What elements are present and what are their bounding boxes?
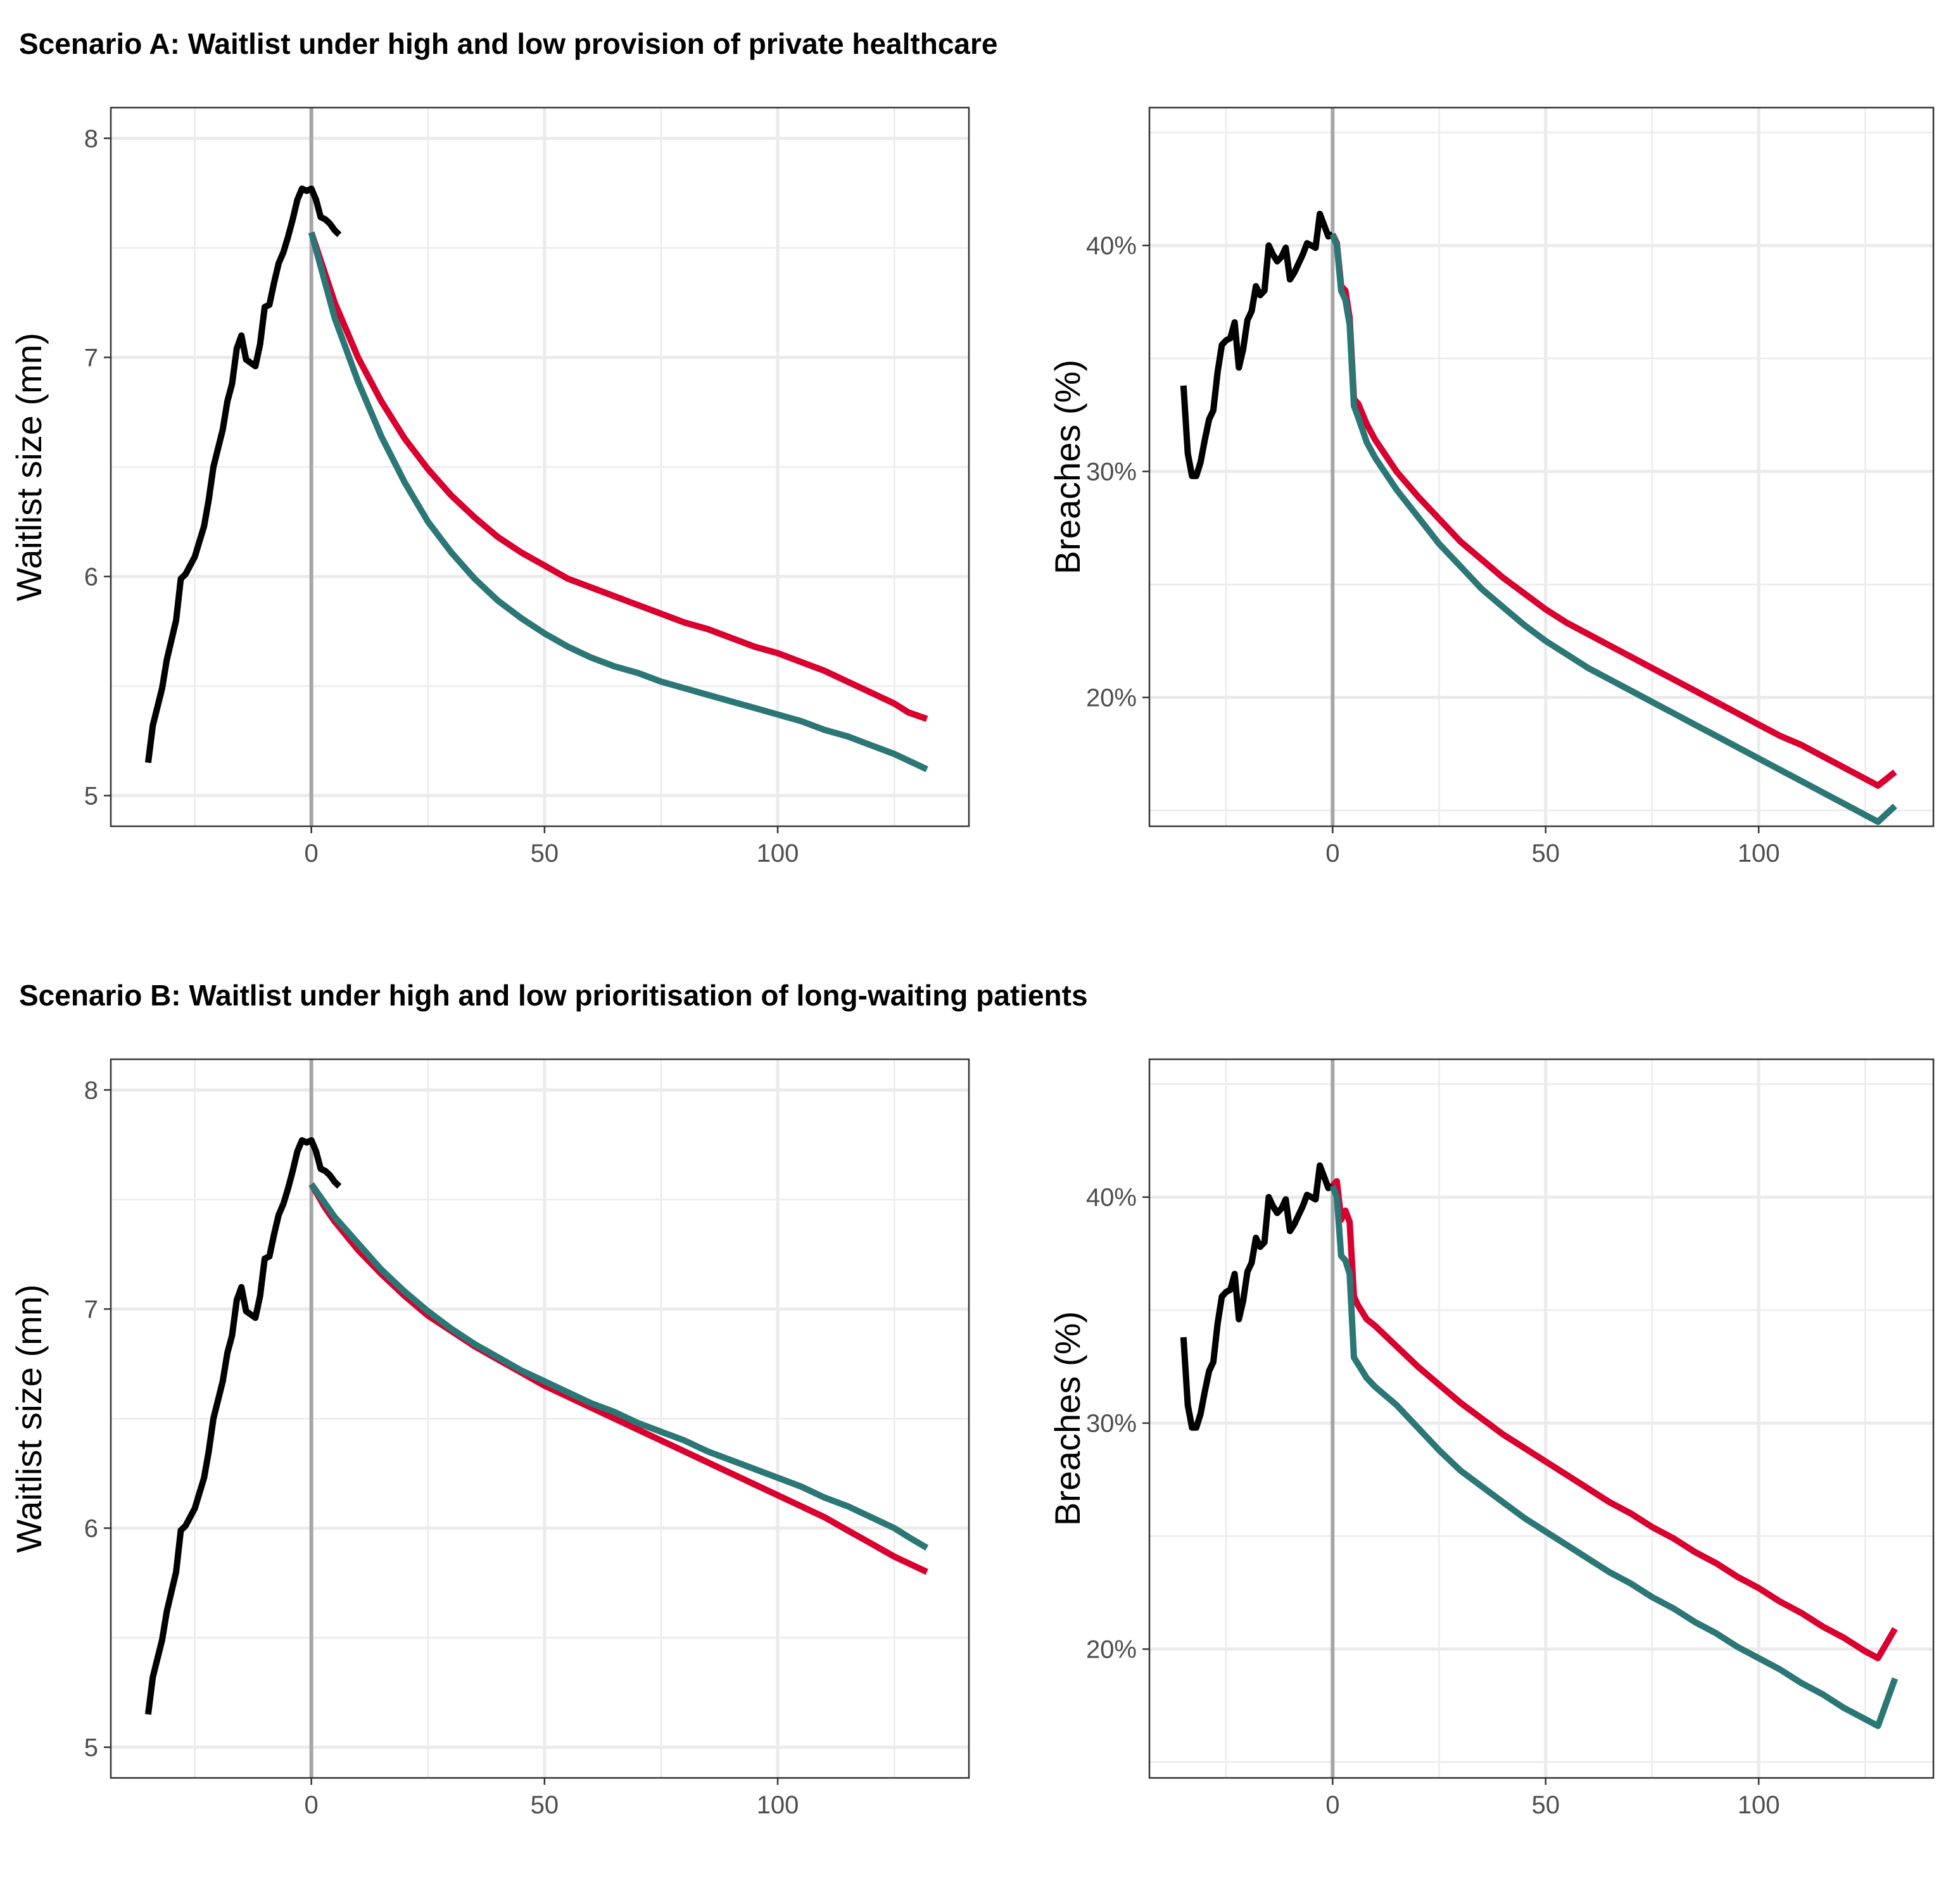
x-tick-label: 100 — [1738, 1791, 1780, 1819]
series-group — [144, 186, 928, 772]
y-tick-label: 40% — [1086, 232, 1137, 260]
y-axis-title: Breaches (%) — [1047, 360, 1087, 574]
x-tick-label: 50 — [531, 840, 559, 867]
y-tick-label: 40% — [1086, 1184, 1137, 1212]
series-line-observed — [1180, 210, 1334, 479]
panel-border — [1148, 1058, 1935, 1779]
y-tick-label: 5 — [84, 783, 98, 810]
y-axis-title: Waitlist size (mn) — [9, 332, 49, 601]
series-group — [1180, 1162, 1899, 1729]
y-axis-title: Breaches (%) — [1047, 1311, 1087, 1526]
series-line-low — [1329, 233, 1897, 825]
x-tick-label: 0 — [1325, 1791, 1339, 1819]
y-tick-label: 6 — [84, 564, 98, 591]
panel-border — [1148, 106, 1935, 828]
series-line-observed — [144, 186, 342, 764]
series-line-high — [308, 231, 928, 722]
y-tick-label: 30% — [1086, 1410, 1137, 1438]
y-tick-label: 8 — [84, 1076, 98, 1104]
series-line-high — [308, 1182, 928, 1575]
series-line-low — [308, 231, 928, 772]
y-axis-title: Waitlist size (mn) — [9, 1284, 49, 1552]
y-tick-label: 7 — [84, 1295, 98, 1323]
x-tick-label: 50 — [1531, 840, 1560, 867]
panel-B-breaches: 0 50 100 20% 30% 40% Breaches (%) — [1047, 1058, 1935, 1819]
panel-background — [1149, 1059, 1933, 1778]
y-tick-label: 20% — [1086, 1636, 1137, 1664]
series-line-low — [1329, 1185, 1899, 1729]
x-tick-label: 50 — [531, 1791, 559, 1819]
y-tick-label: 7 — [84, 344, 98, 372]
panel-B-waitlist: 0 50 100 5 6 7 8 Waitlist size (mn) — [9, 1058, 970, 1819]
panel-A-breaches: 0 50 100 20% 30% 40% Breaches (%) — [1047, 106, 1935, 867]
panel-border — [110, 1058, 970, 1779]
panel-A-waitlist: 0 50 100 5 6 7 8 Waitlist size (mn) — [9, 106, 970, 867]
series-line-high — [1330, 1178, 1898, 1661]
x-tick-label: 0 — [305, 1791, 319, 1819]
series-line-low — [308, 1182, 929, 1551]
x-tick-label: 100 — [1738, 840, 1780, 867]
y-tick-label: 20% — [1086, 684, 1137, 712]
x-tick-label: 50 — [1531, 1791, 1560, 1819]
y-tick-label: 5 — [84, 1734, 98, 1762]
series-line-observed — [144, 1137, 342, 1715]
series-group — [144, 1137, 929, 1715]
scenario-b-title: Scenario B: Waitlist under high and low … — [19, 979, 1088, 1012]
y-tick-label: 6 — [84, 1515, 98, 1543]
x-tick-label: 100 — [757, 1791, 799, 1819]
y-tick-label: 30% — [1086, 458, 1137, 486]
scenario-a-title: Scenario A: Waitlist under high and low … — [19, 27, 998, 60]
series-group — [1180, 210, 1897, 825]
x-tick-label: 0 — [305, 840, 319, 867]
y-tick-label: 8 — [84, 125, 98, 153]
x-tick-label: 100 — [757, 840, 799, 867]
panel-border — [110, 106, 970, 828]
series-line-observed — [1180, 1162, 1334, 1431]
panel-background — [1149, 108, 1933, 826]
x-tick-label: 0 — [1325, 840, 1339, 867]
